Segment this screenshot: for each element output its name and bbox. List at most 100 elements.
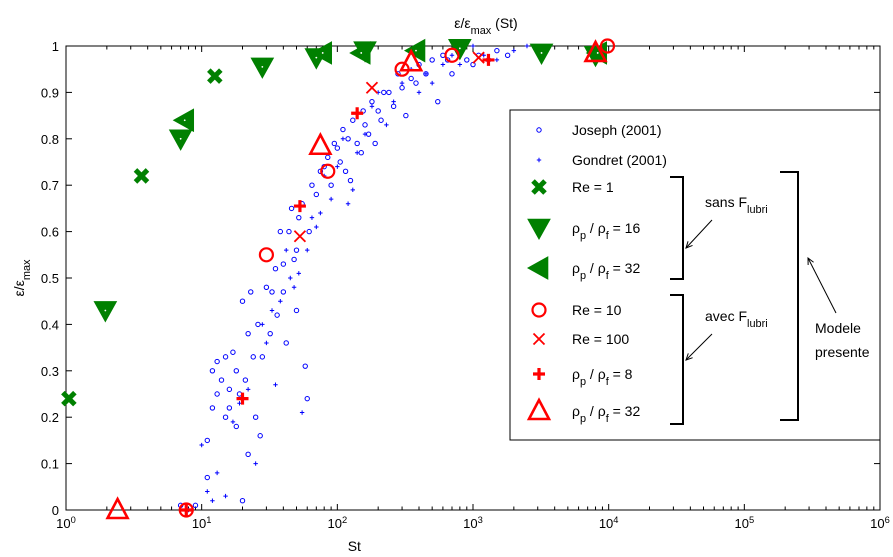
data-point: [209, 368, 216, 374]
data-point: [245, 387, 251, 392]
data-point: [226, 405, 233, 411]
data-point: [180, 504, 193, 516]
annotation-modele: Modele: [815, 320, 861, 336]
data-point: [226, 386, 233, 393]
data-point: [309, 215, 315, 220]
data-point: [245, 451, 251, 458]
series-0: [177, 47, 511, 509]
data-point: [204, 474, 210, 481]
legend: Joseph (2001) Gondret (2001) Re = 1 ρp / ρf…: [509, 109, 881, 441]
data-point: [245, 330, 251, 337]
data-point: [328, 182, 334, 188]
data-point: [449, 71, 455, 77]
data-point: [350, 117, 356, 123]
data-point: [305, 247, 310, 253]
annotation-presente: presente: [815, 344, 870, 360]
x-tick-label: 100: [56, 515, 76, 531]
data-point: [291, 256, 297, 263]
arrow-head: [807, 256, 814, 266]
data-point: [342, 168, 349, 174]
data-point: [283, 340, 289, 346]
data-point: [416, 90, 422, 95]
x-tick-label: 103: [463, 515, 483, 531]
data-point: [239, 298, 246, 304]
data-point: [369, 104, 375, 109]
legend-marker: [531, 302, 547, 318]
data-point: [272, 266, 279, 272]
data-point: [236, 392, 249, 405]
data-point: [293, 200, 306, 213]
data-point: [93, 301, 118, 323]
series-6: [293, 51, 485, 243]
chart-title: ε/εmax (St): [454, 15, 517, 37]
data-point: [369, 98, 375, 105]
data-point: [599, 38, 616, 54]
series-7: [180, 53, 495, 516]
legend-label: Re = 1: [572, 179, 614, 195]
data-point: [222, 414, 229, 420]
data-point: [230, 349, 236, 355]
data-point: [482, 53, 495, 66]
data-point: [308, 131, 333, 156]
data-point: [309, 182, 315, 188]
annotation-avec: avec Flubri: [705, 308, 768, 330]
series-8: [105, 39, 608, 520]
y-tick-label: 0.1: [41, 457, 59, 472]
data-point-center: [415, 49, 417, 52]
y-tick-label: 0.8: [41, 132, 59, 147]
y-tick-label: 0.6: [41, 225, 59, 240]
data-point: [284, 247, 289, 253]
data-point: [529, 43, 554, 65]
data-point: [293, 230, 307, 243]
data-point: [222, 354, 229, 360]
data-point: [210, 498, 215, 503]
data-point: [345, 201, 351, 206]
data-point: [288, 275, 293, 281]
data-point: [310, 41, 332, 65]
data-point: [296, 214, 302, 221]
arrow-modele: [807, 256, 837, 314]
data-point: [399, 85, 405, 91]
data-point: [325, 154, 331, 161]
data-point: [429, 57, 435, 63]
data-point-center: [104, 309, 107, 312]
data-point: [252, 414, 259, 420]
data-point: [205, 489, 210, 494]
data-point: [299, 410, 305, 415]
y-tick-label: 0.4: [41, 317, 59, 332]
data-point: [386, 89, 392, 96]
data-point: [328, 196, 334, 202]
y-tick-label: 0.2: [41, 410, 59, 425]
y-tick-label: 1: [52, 39, 59, 54]
data-point: [133, 168, 150, 184]
legend-label: ρp / ρf = 32: [572, 260, 640, 282]
data-point-center: [596, 52, 599, 54]
data-point-center: [261, 65, 264, 68]
legend-label: Joseph (2001): [572, 122, 662, 138]
data-point: [253, 461, 258, 466]
data-point: [258, 247, 274, 263]
arrow-head: [685, 241, 693, 249]
data-point: [362, 122, 368, 128]
data-point: [340, 136, 346, 141]
data-point: [178, 502, 194, 518]
data-point: [313, 191, 320, 198]
data-point: [263, 284, 270, 290]
data-point-center: [321, 52, 324, 54]
data-point: [423, 71, 429, 77]
data-point: [280, 289, 287, 295]
data-point: [296, 271, 302, 276]
data-point: [403, 112, 409, 119]
plot-marks: [61, 38, 616, 520]
y-axis-label: ε/εmax: [11, 259, 33, 297]
data-point: [250, 57, 275, 79]
data-point: [350, 187, 355, 193]
legend-marker: [536, 127, 542, 133]
y-tick-label: 0.3: [41, 364, 59, 379]
data-point: [293, 307, 300, 314]
data-point: [335, 164, 340, 169]
legend-marker: [527, 218, 551, 241]
data-point: [230, 419, 236, 425]
data-point: [504, 52, 511, 58]
data-point: [375, 108, 381, 114]
